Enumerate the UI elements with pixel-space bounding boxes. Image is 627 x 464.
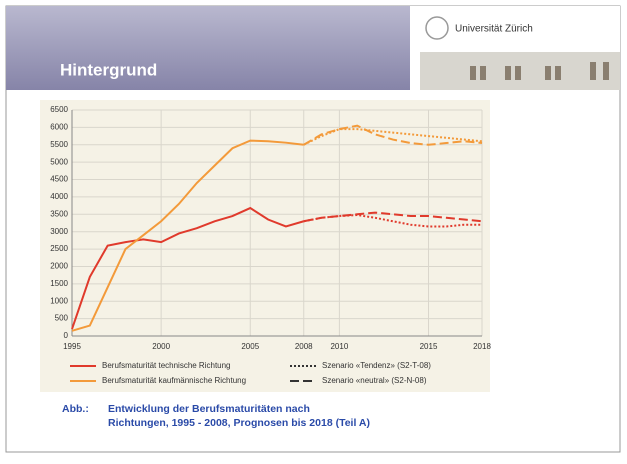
y-tick-label: 4000	[50, 192, 68, 201]
caption-line: Richtungen, 1995 - 2008, Prognosen bis 2…	[108, 417, 370, 429]
series-line	[303, 124, 483, 146]
slide-title: Hintergrund	[60, 60, 157, 79]
legend-label: Szenario «Tendenz» (S2-T-08)	[322, 361, 431, 370]
logo-seal	[425, 16, 449, 40]
series-line	[71, 206, 305, 330]
y-tick-label: 4500	[50, 175, 68, 184]
header-bar	[6, 6, 410, 90]
x-tick-label: 2018	[473, 342, 491, 351]
caption-label: Abb.:	[62, 403, 89, 415]
y-tick-label: 1000	[50, 296, 68, 305]
x-tick-label: 2008	[295, 342, 313, 351]
legend-label: Berufsmaturität technische Richtung	[102, 361, 231, 370]
legend-label: Berufsmaturität kaufmännische Richtung	[102, 376, 246, 385]
x-tick-label: 2010	[330, 342, 348, 351]
x-tick-label: 2005	[241, 342, 259, 351]
y-tick-label: 3500	[50, 209, 68, 218]
y-tick-label: 3000	[50, 227, 68, 236]
series-line	[71, 139, 304, 332]
chart-background	[40, 100, 490, 392]
legend-label: Szenario «neutral» (S2-N-08)	[322, 376, 427, 385]
x-tick-label: 2000	[152, 342, 170, 351]
y-tick-label: 1500	[50, 279, 68, 288]
y-tick-label: 6000	[50, 122, 68, 131]
building-windows	[470, 62, 609, 80]
y-tick-label: 500	[55, 314, 69, 323]
x-tick-label: 1995	[63, 342, 81, 351]
y-tick-label: 0	[64, 331, 69, 340]
x-tick-label: 2015	[420, 342, 438, 351]
caption-line: Entwicklung der Berufsmaturitäten nach	[108, 403, 310, 415]
logo-text: Universität Zürich	[455, 24, 533, 35]
y-tick-label: 6500	[50, 105, 68, 114]
y-tick-label: 5500	[50, 140, 68, 149]
y-tick-label: 2000	[50, 262, 68, 271]
series-line	[303, 211, 483, 223]
y-tick-label: 5000	[50, 157, 68, 166]
y-tick-label: 2500	[50, 244, 68, 253]
